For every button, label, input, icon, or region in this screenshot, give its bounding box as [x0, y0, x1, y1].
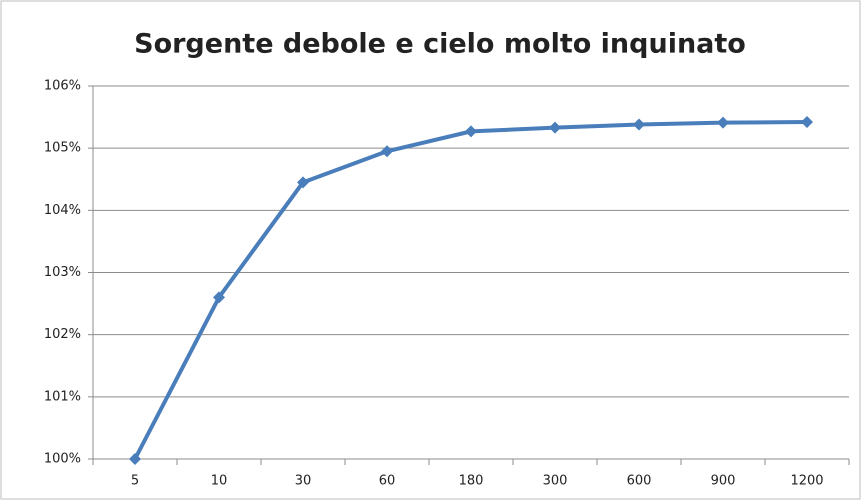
y-tick-label: 101%: [44, 389, 81, 404]
x-tick-label: 900: [711, 474, 736, 489]
x-tick-label: 1200: [790, 474, 823, 489]
x-tick-label: 300: [543, 474, 568, 489]
y-tick-label: 102%: [44, 327, 81, 342]
y-tick-label: 100%: [44, 452, 81, 467]
marker: [465, 125, 477, 138]
chart-title: Sorgente debole e cielo molto inquinato: [134, 29, 746, 60]
marker: [717, 116, 729, 129]
x-tick-label: 60: [379, 474, 396, 489]
x-tick-label: 600: [627, 474, 652, 489]
x-tick-label: 30: [295, 474, 312, 489]
marker: [633, 118, 645, 131]
marker: [549, 121, 561, 134]
y-tick-label: 103%: [44, 265, 81, 280]
y-tick-label: 104%: [44, 203, 81, 218]
marker: [801, 116, 813, 129]
marker: [297, 176, 309, 189]
marker: [129, 453, 141, 465]
y-tick-label: 105%: [44, 141, 81, 156]
y-tick-label: 106%: [44, 79, 81, 94]
x-tick-label: 10: [211, 474, 228, 489]
marker: [213, 291, 225, 304]
x-tick-label: 180: [459, 474, 484, 489]
marker: [381, 145, 393, 158]
x-tick-label: 5: [131, 474, 139, 489]
